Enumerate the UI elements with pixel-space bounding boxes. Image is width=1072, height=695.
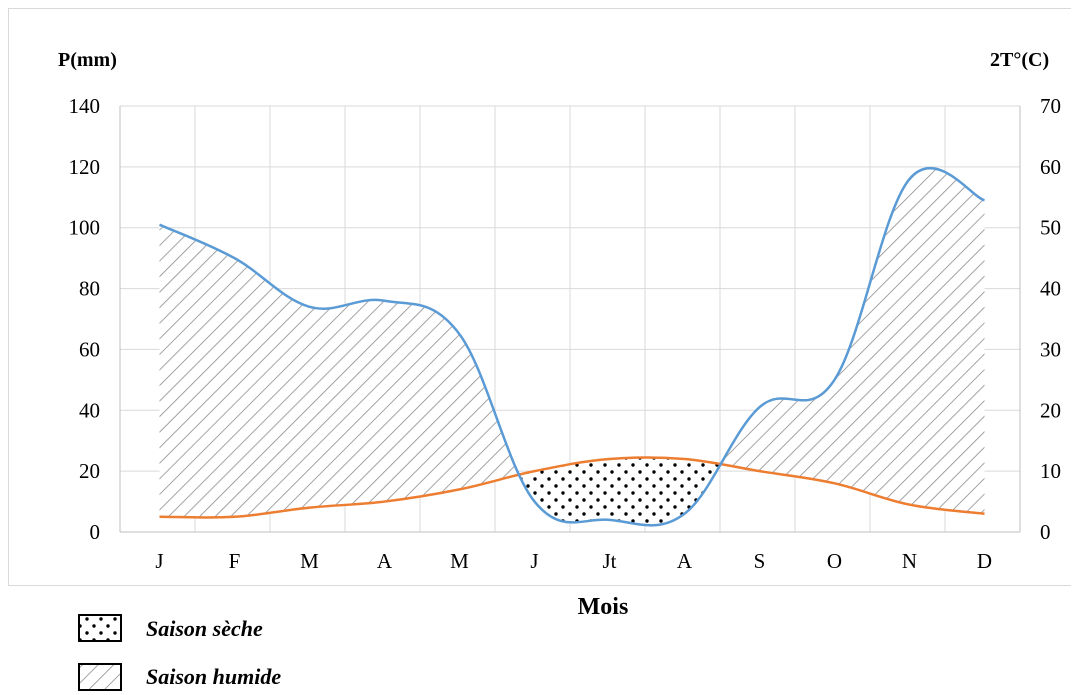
y-right-title: 2T°(C) xyxy=(990,49,1049,71)
x-tick-label: M xyxy=(450,549,469,573)
y-right-tick-label: 50 xyxy=(1040,216,1061,240)
x-tick-label: N xyxy=(902,549,917,573)
y-right-tick-label: 60 xyxy=(1040,155,1061,179)
legend-swatch-dry xyxy=(78,614,122,642)
y-left-tick-label: 0 xyxy=(90,520,101,544)
legend-swatch-wet xyxy=(78,663,122,691)
y-left-title: P(mm) xyxy=(58,49,117,71)
x-tick-label: A xyxy=(377,549,393,573)
legend-label-dry: Saison sèche xyxy=(146,616,263,641)
x-tick-label: M xyxy=(300,549,319,573)
y-left-tick-label: 100 xyxy=(69,216,101,240)
y-left-tick-label: 120 xyxy=(69,155,101,179)
series-lines xyxy=(158,167,986,527)
y-left-tick-label: 80 xyxy=(79,277,100,301)
y-left-tick-label: 60 xyxy=(79,337,100,361)
season-areas xyxy=(159,168,985,526)
wet-season-area xyxy=(159,168,985,526)
x-tick-label: F xyxy=(229,549,241,573)
x-tick-label: S xyxy=(754,549,766,573)
x-tick-label: J xyxy=(155,549,163,573)
y-right-tick-label: 0 xyxy=(1040,520,1051,544)
y-right-tick-label: 70 xyxy=(1040,94,1061,118)
legend: Saison sèche Saison humide xyxy=(78,614,281,691)
precipitation-line xyxy=(158,167,986,527)
y-left-tick-label: 140 xyxy=(69,94,101,118)
y-right-tick-label: 10 xyxy=(1040,459,1061,483)
wet-season-fill xyxy=(159,168,985,526)
y-left-tick-label: 20 xyxy=(79,459,100,483)
temperature-line xyxy=(159,456,985,519)
x-tick-label: O xyxy=(827,549,842,573)
axes: 0 20 40 60 80 100 120 140 0 10 20 30 40 50 60 70 J F M A M J J… xyxy=(69,94,1062,573)
y-right-tick-label: 20 xyxy=(1040,398,1061,422)
y-right-tick-label: 40 xyxy=(1040,277,1061,301)
x-tick-label: D xyxy=(977,549,992,573)
y-left-tick-label: 40 xyxy=(79,398,100,422)
x-axis-title: Mois xyxy=(578,594,629,620)
legend-label-wet: Saison humide xyxy=(146,664,281,689)
x-tick-label: Jt xyxy=(602,549,616,573)
y-right-tick-label: 30 xyxy=(1040,337,1061,361)
x-tick-label: A xyxy=(677,549,693,573)
x-tick-label: J xyxy=(530,549,538,573)
